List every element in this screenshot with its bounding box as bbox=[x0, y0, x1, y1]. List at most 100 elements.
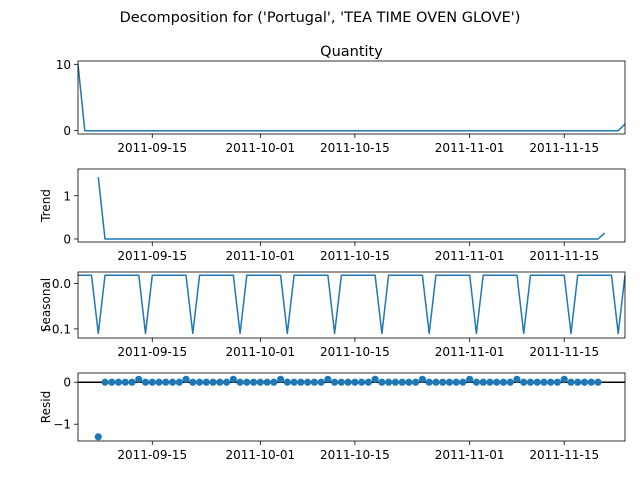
residual-point bbox=[155, 378, 163, 386]
axes-frame bbox=[77, 168, 626, 243]
residual-point bbox=[425, 378, 433, 386]
subplot-2: Trend 0 1 2011-09-15 2011-10-01 2011-10-15 201… bbox=[39, 168, 626, 263]
residual-point bbox=[439, 378, 447, 386]
residual-point bbox=[202, 378, 210, 386]
residual-point bbox=[533, 378, 541, 386]
residual-point bbox=[547, 378, 555, 386]
x-tick-label: 2011-10-15 bbox=[320, 141, 390, 155]
residual-point bbox=[331, 378, 339, 386]
residual-point bbox=[526, 378, 535, 386]
x-tick-label: 2011-11-15 bbox=[529, 141, 599, 155]
figure-suptitle: Decomposition for ('Portugal', 'TEA TIME… bbox=[120, 10, 521, 26]
residual-point bbox=[162, 378, 170, 386]
residual-point bbox=[486, 378, 494, 386]
residual-point bbox=[459, 378, 467, 386]
residual-point bbox=[452, 378, 460, 386]
residual-point bbox=[344, 378, 352, 386]
residual-point bbox=[553, 378, 562, 386]
residual-point bbox=[364, 378, 372, 386]
residual-point bbox=[270, 378, 278, 386]
residual-point bbox=[216, 378, 224, 386]
residual-point bbox=[499, 378, 508, 386]
residual-point bbox=[222, 378, 231, 386]
residual-point bbox=[94, 433, 102, 441]
residual-point bbox=[243, 378, 251, 386]
y-tick-label: 0 bbox=[63, 232, 71, 246]
y-axis-label: Resid bbox=[39, 391, 53, 423]
residual-point bbox=[520, 378, 528, 386]
residual-point bbox=[195, 378, 204, 386]
residual-point bbox=[358, 378, 366, 386]
y-tick-label: 10 bbox=[56, 58, 71, 72]
residual-point bbox=[249, 378, 258, 386]
x-tick-label: 2011-09-15 bbox=[117, 345, 187, 359]
y-axis-label: Trend bbox=[39, 189, 53, 223]
residual-point bbox=[540, 378, 548, 386]
residual-point bbox=[168, 378, 177, 386]
y-tick-label: −0.1 bbox=[42, 322, 71, 336]
residual-point bbox=[445, 378, 454, 386]
residual-point bbox=[304, 378, 312, 386]
residual-point bbox=[506, 378, 514, 386]
subplot-4: Resid 0 −1 2011-09-15 2011-10-01 2011-10-15 20… bbox=[39, 372, 626, 462]
residual-point bbox=[378, 378, 386, 386]
subplot-title: Quantity bbox=[320, 44, 383, 60]
residual-point bbox=[337, 378, 345, 386]
plot-area bbox=[78, 274, 625, 335]
residual-point bbox=[594, 378, 602, 386]
x-tick-label: 2011-11-15 bbox=[529, 345, 599, 359]
x-tick-label: 2011-09-15 bbox=[117, 141, 187, 155]
residual-point bbox=[385, 378, 393, 386]
x-tick-label: 2011-10-01 bbox=[225, 448, 295, 462]
residual-point bbox=[101, 378, 109, 386]
y-tick-label: 0.0 bbox=[52, 277, 71, 291]
x-tick-label: 2011-11-01 bbox=[435, 249, 505, 263]
x-tick-label: 2011-10-01 bbox=[225, 345, 295, 359]
residual-point bbox=[391, 378, 399, 386]
axes-frame bbox=[77, 60, 626, 135]
residual-point bbox=[371, 375, 379, 383]
x-tick-label: 2011-11-01 bbox=[435, 448, 505, 462]
x-tick-label: 2011-10-15 bbox=[320, 249, 390, 263]
residual-point bbox=[405, 378, 413, 386]
residual-point bbox=[189, 378, 197, 386]
plot-area bbox=[97, 177, 606, 240]
residual-point bbox=[324, 375, 332, 383]
plot-area bbox=[94, 375, 602, 441]
residual-point bbox=[128, 378, 136, 386]
x-tick-label: 2011-11-15 bbox=[529, 448, 599, 462]
residual-point bbox=[310, 378, 318, 386]
y-tick-label: 0 bbox=[63, 124, 71, 138]
x-tick-label: 2011-10-15 bbox=[320, 448, 390, 462]
y-axis-label: Seasonal bbox=[39, 278, 53, 332]
x-tick-label: 2011-09-15 bbox=[117, 249, 187, 263]
x-tick-label: 2011-11-01 bbox=[435, 141, 505, 155]
residual-point bbox=[351, 378, 359, 386]
residual-point bbox=[493, 378, 501, 386]
series-line bbox=[78, 64, 625, 132]
y-tick-label: 0 bbox=[63, 376, 71, 390]
residual-point bbox=[432, 378, 440, 386]
residual-point bbox=[175, 378, 183, 386]
residual-point bbox=[256, 378, 264, 386]
residual-point bbox=[276, 375, 285, 383]
x-tick-label: 2011-09-15 bbox=[117, 448, 187, 462]
residual-point bbox=[479, 378, 487, 386]
y-tick-label: −1 bbox=[53, 418, 71, 432]
residual-point bbox=[229, 375, 237, 383]
residual-point bbox=[236, 378, 244, 386]
residual-point bbox=[587, 378, 595, 386]
residual-point bbox=[108, 378, 116, 386]
residual-point bbox=[412, 378, 420, 386]
residual-point bbox=[317, 378, 325, 386]
residual-point bbox=[567, 378, 575, 386]
residual-point bbox=[290, 378, 298, 386]
residual-point bbox=[114, 378, 123, 386]
residual-point bbox=[263, 378, 271, 386]
residual-point bbox=[141, 378, 150, 386]
axes-frame bbox=[77, 271, 626, 339]
x-tick-label: 2011-11-15 bbox=[529, 249, 599, 263]
residual-point bbox=[560, 375, 568, 383]
